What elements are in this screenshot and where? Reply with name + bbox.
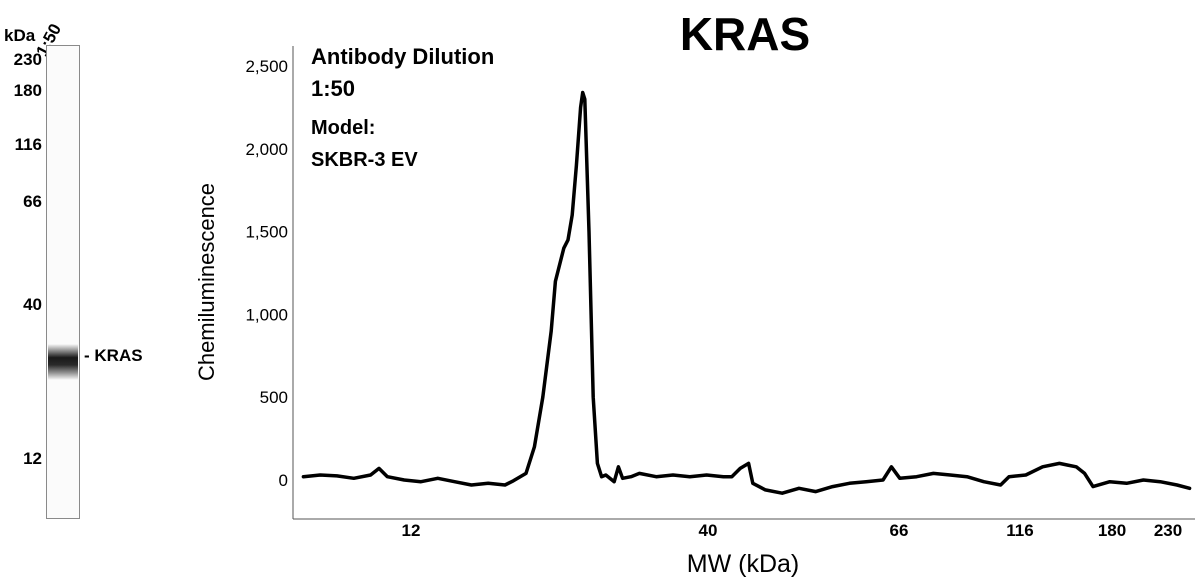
blot-marker-40: 40 xyxy=(23,295,42,314)
protein-band xyxy=(48,344,78,380)
blot-marker-66: 66 xyxy=(23,192,42,211)
x-axis-ticks: 12 40 66 116 180 230 xyxy=(402,521,1183,540)
chart-title: KRAS xyxy=(680,8,810,60)
y-axis-label: Chemiluminescence xyxy=(194,183,219,381)
x-axis-label: MW (kDa) xyxy=(687,550,799,578)
y-axis-ticks: 0 500 1,000 1,500 2,000 2,500 xyxy=(245,57,288,490)
y-tick-label: 2,000 xyxy=(245,140,288,159)
annotation-line-3: Model: xyxy=(311,117,375,139)
annotation-line-4: SKBR-3 EV xyxy=(311,149,418,171)
blot-marker-180: 180 xyxy=(13,81,42,100)
blot-marker-12: 12 xyxy=(23,449,42,468)
band-label: - KRAS xyxy=(84,346,143,365)
annotation-line-1: Antibody Dilution xyxy=(311,44,494,69)
y-tick-label: 2,500 xyxy=(245,57,288,76)
blot-panel: kDa 1:50 230 180 116 66 40 12 - KRAS xyxy=(0,0,160,581)
blot-unit-label: kDa xyxy=(4,26,36,45)
blot-marker-230: 230 xyxy=(13,50,42,69)
y-tick-label: 0 xyxy=(279,471,288,490)
x-tick-label: 12 xyxy=(402,521,421,540)
annotation-line-2: 1:50 xyxy=(311,76,355,101)
x-tick-label: 116 xyxy=(1006,521,1033,540)
series-line xyxy=(301,90,1192,495)
y-tick-label: 500 xyxy=(260,388,288,407)
x-tick-label: 66 xyxy=(890,521,909,540)
y-tick-label: 1,500 xyxy=(245,223,288,242)
blot-marker-116: 116 xyxy=(14,135,42,154)
y-tick-label: 1,000 xyxy=(245,305,288,324)
blot-lane xyxy=(46,45,80,519)
x-tick-label: 180 xyxy=(1098,521,1126,540)
x-tick-label: 40 xyxy=(699,521,718,540)
x-tick-label: 230 xyxy=(1154,521,1182,540)
